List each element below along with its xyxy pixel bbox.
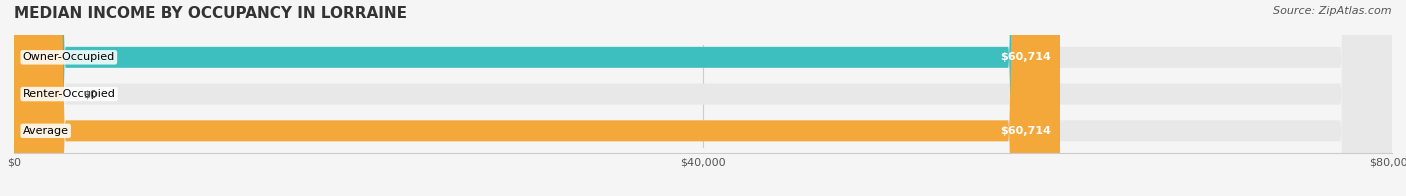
FancyBboxPatch shape bbox=[14, 0, 1392, 196]
Text: $60,714: $60,714 bbox=[1000, 126, 1052, 136]
FancyBboxPatch shape bbox=[14, 0, 1392, 196]
Text: $0: $0 bbox=[83, 89, 97, 99]
FancyBboxPatch shape bbox=[14, 0, 1392, 196]
FancyBboxPatch shape bbox=[14, 0, 1060, 196]
Text: Owner-Occupied: Owner-Occupied bbox=[22, 52, 115, 62]
Text: Source: ZipAtlas.com: Source: ZipAtlas.com bbox=[1274, 6, 1392, 16]
Text: $60,714: $60,714 bbox=[1000, 52, 1052, 62]
Text: MEDIAN INCOME BY OCCUPANCY IN LORRAINE: MEDIAN INCOME BY OCCUPANCY IN LORRAINE bbox=[14, 6, 408, 21]
Text: Average: Average bbox=[22, 126, 69, 136]
Text: Renter-Occupied: Renter-Occupied bbox=[22, 89, 115, 99]
FancyBboxPatch shape bbox=[14, 0, 1060, 196]
